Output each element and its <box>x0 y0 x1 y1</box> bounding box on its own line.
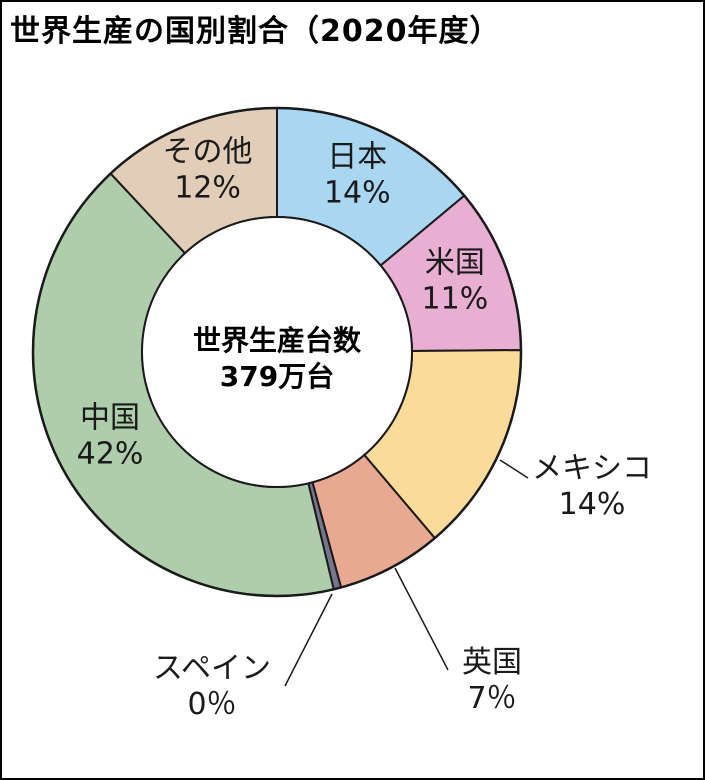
leader-line-3 <box>394 567 449 671</box>
slice-label-3: 英国 <box>462 645 522 680</box>
slice-value-1: 11% <box>422 282 489 317</box>
slice-label-2: メキシコ <box>532 451 652 486</box>
slice-value-0: 14% <box>324 175 391 210</box>
leader-line-2 <box>499 459 529 479</box>
leader-line-4 <box>284 593 333 687</box>
donut-outer-ring <box>31 106 523 598</box>
slice-label-0: 日本 <box>327 139 387 174</box>
slice-value-6: 12% <box>174 171 241 206</box>
chart-title: 世界生産の国別割合（2020年度） <box>10 14 501 49</box>
slice-value-2: 14% <box>559 487 626 522</box>
slice-label-1: 米国 <box>425 246 485 281</box>
slice-label-5: 中国 <box>80 401 140 436</box>
slice-value-3: 7％ <box>467 681 516 716</box>
center-label-title: 世界生産台数 <box>193 324 362 357</box>
slice-label-6: その他 <box>163 135 253 170</box>
donut-hole <box>141 216 413 488</box>
center-label-value: 379万台 <box>220 360 334 393</box>
slice-value-5: 42% <box>77 437 144 472</box>
slice-label-4: スペイン <box>153 651 271 686</box>
slice-value-4: 0％ <box>187 687 236 722</box>
